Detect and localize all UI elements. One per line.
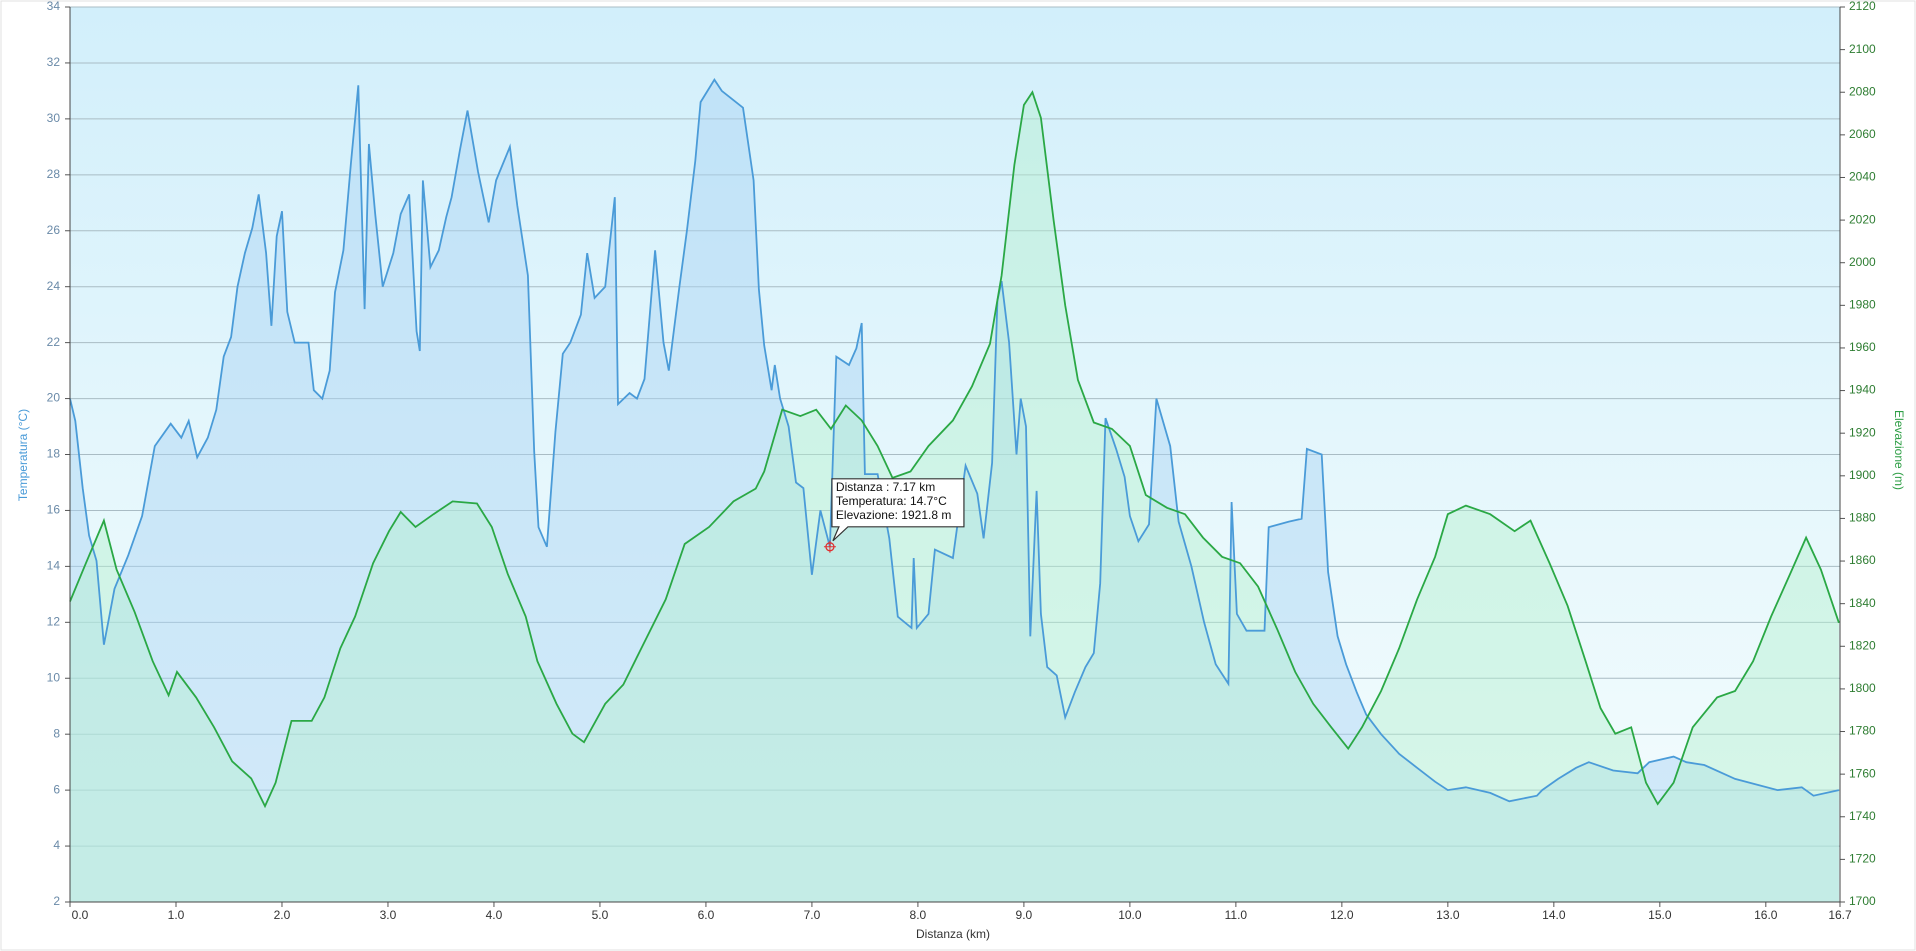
y-tick-label: 2 (53, 894, 60, 908)
tooltip-cross (823, 540, 836, 553)
x-tick-label: 6.0 (698, 908, 715, 922)
y2-tick-label: 1740 (1849, 809, 1876, 823)
tooltip-box (831, 478, 965, 542)
y-tick-label: 30 (47, 111, 61, 125)
x-tick-label: 7.0 (804, 908, 821, 922)
x-tick-label: 10.0 (1118, 908, 1142, 922)
y2-tick-label: 2080 (1849, 84, 1876, 98)
y-tick-label: 14 (47, 559, 61, 573)
y-tick-label: 20 (47, 391, 61, 405)
y-tick-label: 22 (47, 335, 61, 349)
y2-tick-label: 2100 (1849, 42, 1876, 56)
y-tick-label: 28 (47, 167, 61, 181)
y2-tick-label: 1800 (1849, 681, 1876, 695)
y2-tick-label: 1780 (1849, 724, 1876, 738)
y2-tick-label: 1720 (1849, 852, 1876, 866)
y2-tick-label: 1820 (1849, 638, 1876, 652)
x-tick-label: 3.0 (380, 908, 397, 922)
y2-tick-label: 1980 (1849, 298, 1876, 312)
y2-tick-label: 2040 (1849, 170, 1876, 184)
x-tick-label: 0.0 (72, 908, 89, 922)
x-tick-label: 9.0 (1016, 908, 1033, 922)
x-tick-label: 16.7 (1828, 908, 1852, 922)
area (70, 79, 1839, 902)
y2-tick-label: 1880 (1849, 511, 1876, 525)
y2-tick-label: 1940 (1849, 383, 1876, 397)
x-tick-label: 2.0 (274, 908, 291, 922)
x-tick-label: 12.0 (1330, 908, 1354, 922)
tooltip-text: Distanza : 7.17 km (836, 480, 935, 494)
y-tick-label: 26 (47, 223, 61, 237)
y-tick-label: 18 (47, 447, 61, 461)
y2-tick-label: 1840 (1849, 596, 1876, 610)
grid (70, 6, 1840, 903)
x-tick-label: 8.0 (910, 908, 927, 922)
y2-tick-label: 1860 (1849, 553, 1876, 567)
y2-tick-label: 2060 (1849, 127, 1876, 141)
y-tick-label: 6 (53, 782, 60, 796)
line (69, 78, 1840, 803)
y-axis-title: Temperatura (°C) (16, 409, 30, 501)
y-tick-label: 4 (53, 838, 60, 852)
y-tick-label: 12 (47, 614, 61, 628)
x-tick-label: 1.0 (168, 908, 185, 922)
y-tick-label: 32 (47, 55, 61, 69)
y-tick-label: 34 (47, 0, 61, 13)
y-tick-label: 16 (47, 503, 61, 517)
y2-tick-label: 2000 (1849, 255, 1876, 269)
x-tick-label: 13.0 (1436, 908, 1460, 922)
line (69, 90, 1840, 809)
y-tick-label: 24 (47, 279, 61, 293)
x-tick-label: 16.0 (1754, 908, 1778, 922)
y2-tick-label: 1900 (1849, 468, 1876, 482)
tooltip-text: Temperatura: 14.7°C (836, 494, 947, 508)
y2-axis-title: Elevazione (m) (1892, 410, 1906, 490)
y2-tick-label: 1920 (1849, 425, 1876, 439)
x-tick-label: 14.0 (1542, 908, 1566, 922)
axes: 2468101214161820222426283032341700172017… (47, 0, 1876, 922)
lines (69, 78, 1840, 809)
x-tick-label: 15.0 (1648, 908, 1672, 922)
y-tick-label: 8 (53, 726, 60, 740)
y-tick-label: 10 (47, 670, 61, 684)
y2-tick-label: 1960 (1849, 340, 1876, 354)
y2-tick-label: 1760 (1849, 766, 1876, 780)
x-tick-label: 5.0 (592, 908, 609, 922)
x-axis-title: Distanza (km) (916, 927, 990, 941)
y2-tick-label: 2020 (1849, 212, 1876, 226)
y2-tick-label: 1700 (1849, 894, 1876, 908)
tooltip-text: Elevazione: 1921.8 m (836, 508, 951, 522)
x-tick-label: 4.0 (486, 908, 503, 922)
y2-tick-label: 2120 (1849, 0, 1876, 13)
x-tick-label: 11.0 (1225, 908, 1248, 922)
